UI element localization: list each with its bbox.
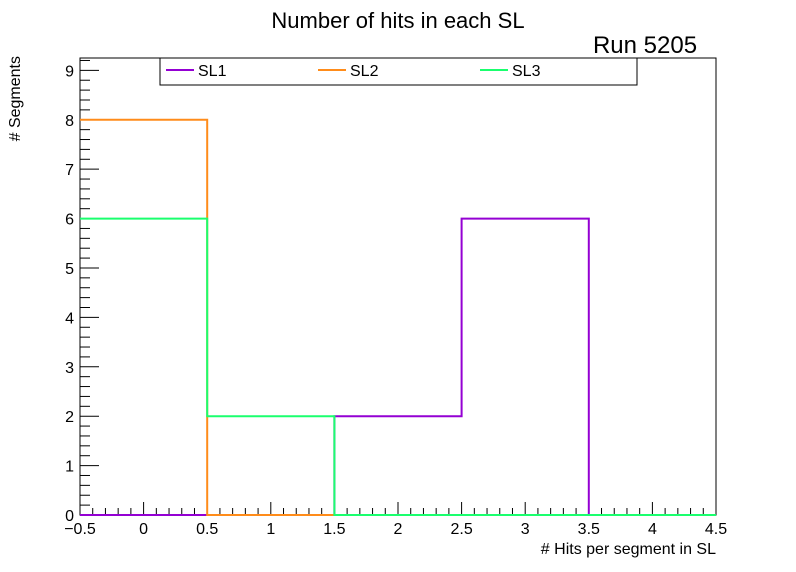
legend-label: SL1 [198, 63, 227, 80]
x-tick-label: 2 [394, 521, 403, 538]
x-tick-label: 3 [521, 521, 530, 538]
y-tick-label: 2 [65, 409, 74, 426]
y-tick-label: 6 [65, 212, 74, 229]
x-tick-label: 4 [648, 521, 657, 538]
y-tick-label: 8 [65, 113, 74, 130]
y-tick-label: 9 [65, 63, 74, 80]
x-tick-label: 1 [266, 521, 275, 538]
x-tick-label: 1.5 [323, 521, 345, 538]
series-sl3-line [80, 217, 716, 516]
run-annotation: Run 5205 [593, 32, 697, 59]
x-tick-label: 3.5 [578, 521, 600, 538]
y-tick-label: 0 [65, 508, 74, 525]
legend-box [159, 57, 638, 86]
y-axis-title: # Segments [7, 56, 24, 141]
x-tick-label: 2.5 [450, 521, 472, 538]
legend-label: SL2 [350, 63, 379, 80]
x-tick-label: 0.5 [196, 521, 218, 538]
x-axis-title: # Hits per segment in SL [541, 541, 716, 558]
y-tick-label: 4 [65, 310, 74, 327]
series-sl1-line [80, 217, 716, 516]
x-tick-label: 4.5 [705, 521, 727, 538]
y-tick-label: 3 [65, 360, 74, 377]
chart-title: Number of hits in each SL [271, 8, 524, 33]
y-tick-label: 5 [65, 261, 74, 278]
y-tick-label: 7 [65, 162, 74, 179]
series-sl2-line [80, 118, 716, 516]
plot-frame [79, 57, 717, 516]
legend-label: SL3 [512, 63, 541, 80]
y-tick-label: 1 [65, 459, 74, 476]
x-tick-label: 0 [139, 521, 148, 538]
x-tick-label: −0.5 [64, 521, 96, 538]
